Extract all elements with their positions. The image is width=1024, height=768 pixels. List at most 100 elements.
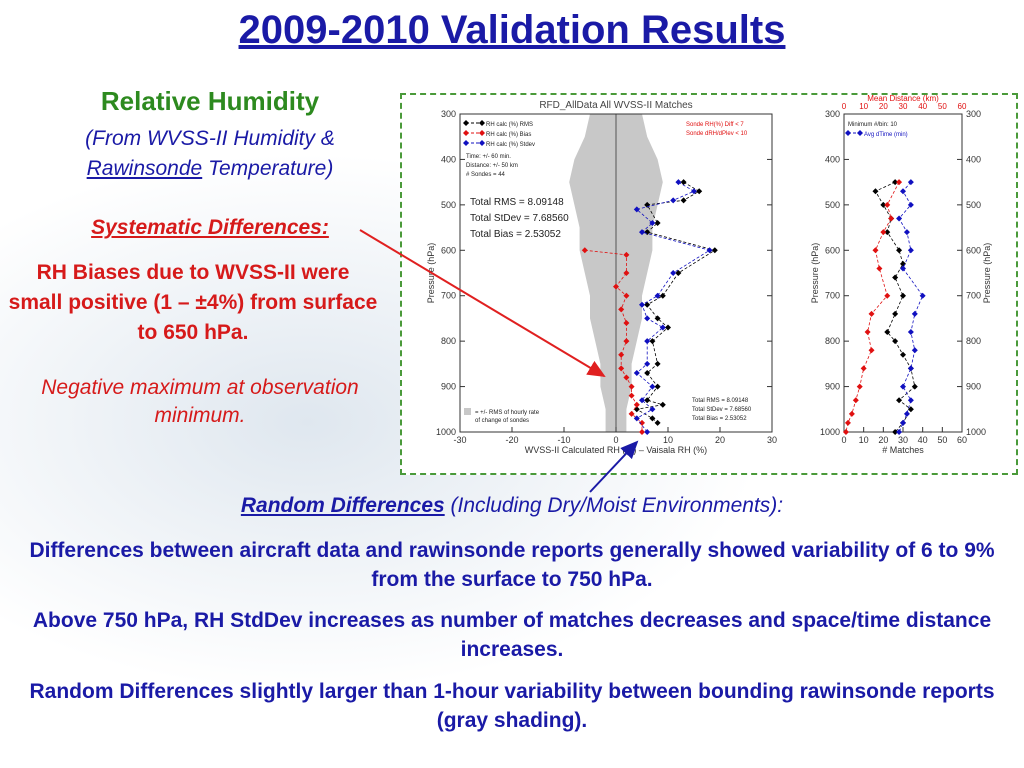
data-point [911,310,918,317]
y-tick-label-right: 500 [966,200,981,210]
data-point [907,329,914,336]
x-axis-label: WVSS-II Calculated RH (%) – Vaisala RH (… [525,445,707,455]
data-point [696,188,703,195]
total-big: Total StDev = 7.68560 [470,213,569,224]
data-point [623,270,630,276]
data-point [892,310,899,317]
data-point [852,397,859,404]
top-tick-label: 40 [918,102,927,111]
x-tick-label: 10 [859,435,869,445]
data-point [639,229,645,236]
total-small: Total Bias = 2.53052 [692,416,747,422]
criteria-line: Sonde RH(%) Diff < 7 [686,122,744,128]
data-point [649,415,656,422]
x-tick-label: 20 [878,435,888,445]
data-point [639,301,645,308]
y-tick-label-right: 900 [966,382,981,392]
data-point [884,201,891,208]
data-point [892,338,899,345]
data-point [691,188,697,195]
data-point [644,369,651,376]
data-point [711,247,718,254]
y-tick-label: 900 [441,382,456,392]
data-point [884,229,891,236]
total-big: Total RMS = 8.09148 [470,197,564,208]
info-line: Distance: +/- 50 km [466,163,518,169]
data-point [644,315,651,322]
data-point [644,338,651,345]
data-point [706,247,713,254]
data-point [633,206,640,213]
legend-label: RH calc (%) Bias [486,132,531,138]
data-point [633,369,640,376]
data-point [654,383,661,390]
data-point [644,201,651,208]
x-tick-label: 30 [898,435,908,445]
data-point [654,292,661,299]
data-point [860,365,867,372]
chart-title: RFD_AllData All WVSS-II Matches [539,100,692,111]
chart-title: Mean Distance (km) [867,95,939,103]
y-tick-label: 600 [825,245,840,255]
data-point [892,274,899,281]
y-tick-label: 500 [441,200,456,210]
data-point [884,329,891,336]
y-tick-label-right: 700 [966,291,981,301]
data-point [633,406,640,413]
data-point [919,292,926,299]
data-point [880,229,887,236]
info-line: Time: +/- 60 min. [466,154,511,160]
data-point [618,365,625,372]
legend-marker [857,130,863,136]
data-point [680,179,687,186]
data-point [842,429,849,435]
data-point [628,383,635,390]
y-tick-label-right: 800 [966,336,981,346]
random-heading: Random Differences (Including Dry/Moist … [0,494,1024,518]
data-point [649,338,656,345]
legend-marker [463,120,469,126]
data-point [911,347,918,354]
legend-label: Avg dTime (min) [864,132,908,138]
data-point [644,301,651,308]
y-tick-label: 400 [825,154,840,164]
systematic-heading: Systematic Differences: [91,216,329,239]
data-point [868,347,875,354]
x-tick-label: -20 [505,435,518,445]
y-tick-label: 900 [825,382,840,392]
y-tick-label-right: 600 [966,245,981,255]
paragraph-3: Random Differences slightly larger than … [29,680,995,732]
y-tick-label: 800 [825,336,840,346]
y-tick-label: 700 [441,291,456,301]
legend-marker [845,130,851,136]
data-point [872,247,879,254]
x-tick-label: 50 [937,435,947,445]
y-tick-label: 300 [825,109,840,119]
y-tick-label: 1000 [820,427,840,437]
data-point [623,319,630,326]
random-heading-rest: (Including Dry/Moist Environments): [450,494,784,517]
data-point [639,419,645,426]
data-point [907,406,914,413]
data-point [680,197,687,204]
data-point [633,415,640,422]
data-point [654,419,661,426]
top-tick-label: 30 [899,102,908,111]
data-point [844,419,851,426]
y-axis-label-right: Pressure (hPa) [982,243,992,304]
top-tick-label: 50 [938,102,947,111]
data-point [628,392,635,399]
total-big: Total Bias = 2.53052 [470,229,561,240]
top-tick-label: 10 [859,102,868,111]
paragraph-2: Above 750 hPa, RH StdDev increases as nu… [32,609,992,661]
data-point [623,292,630,299]
x-axis-label: # Matches [882,445,924,455]
y-tick-label-right: 300 [966,109,981,119]
y-tick-label-right: 400 [966,154,981,164]
rh-heading: Relative Humidity [100,86,320,116]
x-tick-label: 40 [918,435,928,445]
data-point [623,338,630,345]
x-tick-label: 10 [663,435,673,445]
data-point [872,188,879,195]
